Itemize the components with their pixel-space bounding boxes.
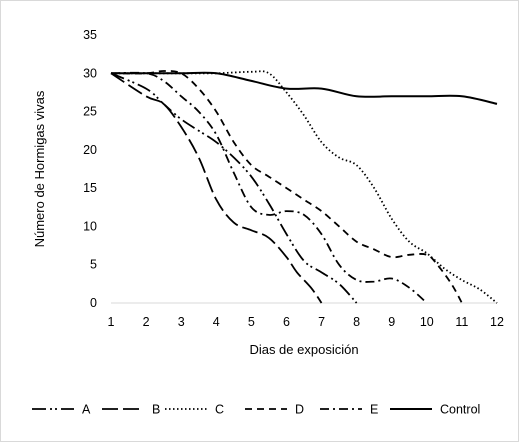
y-tick-label: 35 (83, 28, 97, 42)
y-tick-label: 5 (90, 258, 97, 272)
y-axis-ticks: 0 5 10 15 20 25 30 35 (83, 28, 97, 310)
x-tick-label: 11 (455, 315, 468, 329)
x-tick-label: 2 (143, 315, 150, 329)
x-axis-label: Dias de exposición (249, 342, 358, 357)
series-line-a (110, 72, 358, 304)
y-axis-label: Número de Hormigas vivas (32, 90, 47, 247)
y-tick-label: 10 (83, 219, 97, 233)
x-tick-label: 10 (420, 315, 434, 329)
x-tick-label: 8 (353, 315, 360, 329)
series-lines (110, 70, 498, 304)
y-tick-label: 30 (83, 66, 97, 80)
legend-label-b: B (152, 403, 160, 417)
legend-label-d: D (295, 403, 304, 417)
x-tick-label: 1 (108, 315, 115, 329)
x-tick-label: 9 (388, 315, 395, 329)
y-tick-label: 15 (83, 181, 97, 195)
x-tick-label: 6 (283, 315, 290, 329)
x-axis-ticks: 1 2 3 4 5 6 7 8 9 10 11 12 (108, 315, 504, 329)
y-tick-label: 25 (83, 105, 97, 119)
y-tick-label: 0 (90, 296, 97, 310)
series-line-d (110, 70, 463, 304)
x-tick-label: 7 (318, 315, 325, 329)
y-tick-label: 20 (83, 143, 97, 157)
series-line-b (110, 72, 323, 304)
x-tick-label: 12 (490, 315, 504, 329)
legend-label-control: Control (440, 403, 480, 417)
legend-label-a: A (82, 403, 91, 417)
legend-label-e: E (370, 403, 378, 417)
series-line-e (110, 71, 428, 304)
legend: A B C D E Control (32, 403, 480, 417)
series-line-control (111, 71, 498, 105)
x-tick-label: 3 (178, 315, 185, 329)
legend-label-c: C (215, 403, 224, 417)
x-tick-label: 4 (213, 315, 220, 329)
x-tick-label: 5 (248, 315, 255, 329)
